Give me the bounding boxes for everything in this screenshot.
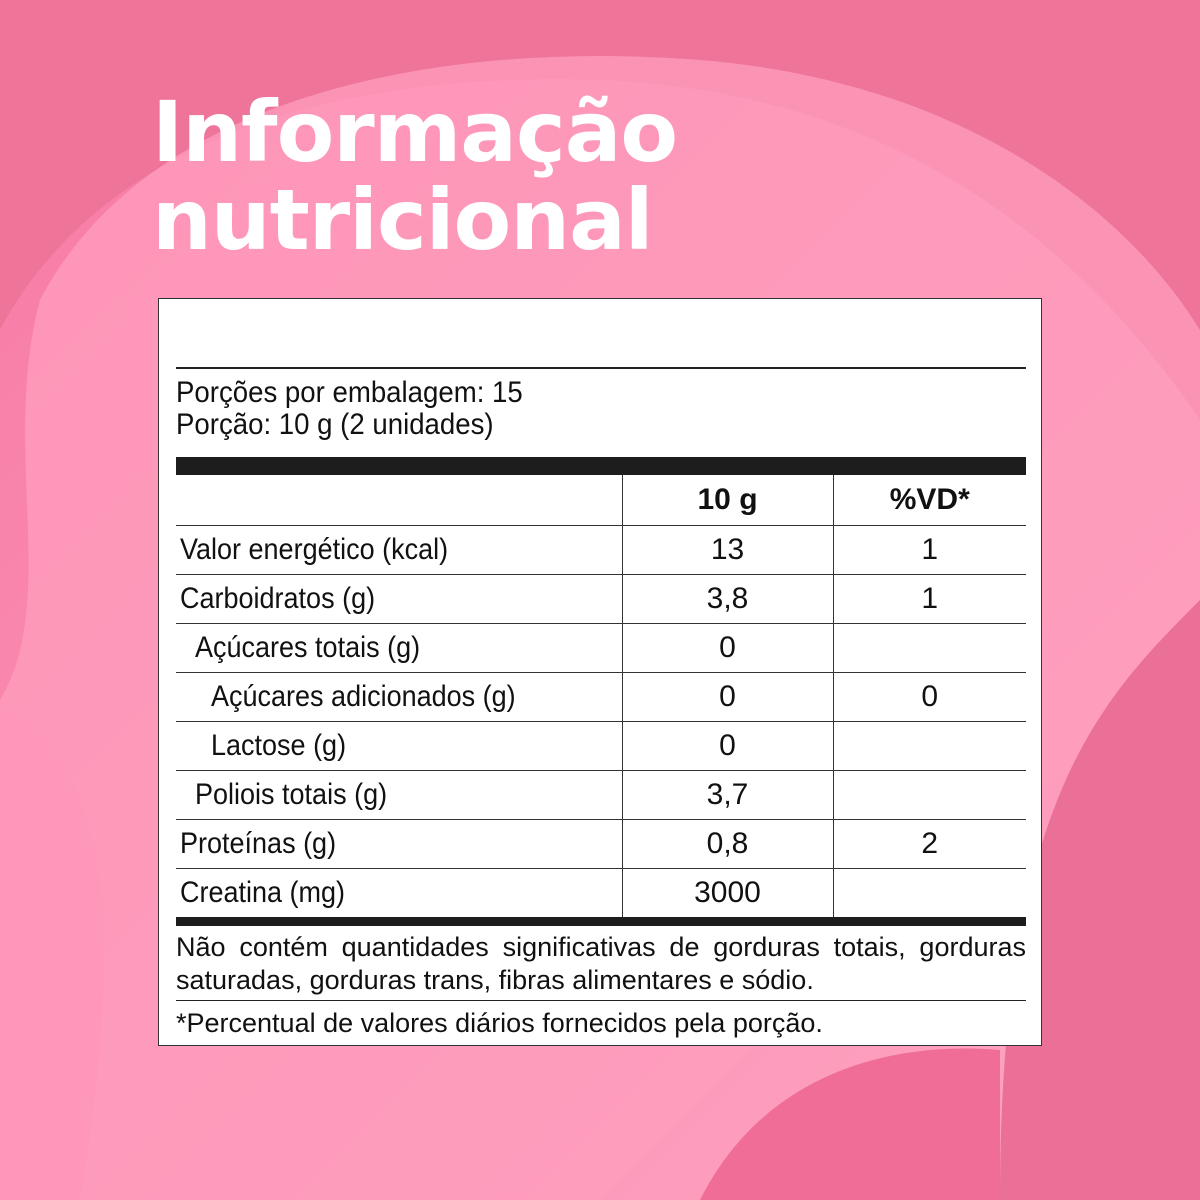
nutrient-label: Açúcares adicionados (g)	[176, 672, 622, 722]
nutrient-dv: 1	[832, 574, 1026, 624]
nutrient-label: Carboidratos (g)	[176, 574, 622, 624]
table-row: Açúcares adicionados (g) 0 0	[176, 672, 1026, 722]
table-row: Lactose (g) 0	[176, 721, 1026, 771]
header-dv: %VD*	[832, 475, 1026, 526]
table-row: Proteínas (g) 0,8 2	[176, 819, 1026, 869]
nutrient-dv: 2	[832, 819, 1026, 869]
title-line-2: nutricional	[152, 171, 654, 269]
nutrient-amount: 3000	[621, 868, 833, 917]
nutrition-facts-table: Porções por embalagem: 15 Porção: 10 g (…	[158, 298, 1042, 1046]
nutrient-dv	[832, 868, 1026, 917]
nutrient-label: Valor energético (kcal)	[176, 525, 622, 575]
table-row: Carboidratos (g) 3,8 1	[176, 574, 1026, 624]
nutrient-table: 10 g %VD* Valor energético (kcal) 13 1 Carb…	[176, 475, 1026, 917]
note: Não contém quantidades significativas de…	[176, 931, 1026, 997]
nutrient-amount: 13	[621, 525, 833, 575]
nutrient-dv	[832, 721, 1026, 771]
servings-per-package: Porções por embalagem: 15	[176, 376, 523, 409]
nutrient-amount: 0	[621, 672, 833, 722]
footnote: *Percentual de valores diários fornecido…	[176, 1007, 1026, 1040]
nutrient-dv: 1	[832, 525, 1026, 575]
footnote-text: *Percentual de valores diários fornecido…	[176, 1008, 823, 1038]
nutrient-dv	[832, 623, 1026, 673]
nutrient-amount: 0	[621, 623, 833, 673]
table-row: Valor energético (kcal) 13 1	[176, 525, 1026, 575]
nutrient-amount: 0	[621, 721, 833, 771]
serving-size: Porção: 10 g (2 unidades)	[176, 408, 494, 441]
nutrient-label: Proteínas (g)	[176, 819, 622, 869]
nutrient-label: Poliois totais (g)	[176, 770, 622, 820]
header-amount: 10 g	[621, 475, 833, 526]
top-rule	[176, 367, 1026, 369]
thick-bar-bottom	[176, 917, 1026, 926]
nutrient-dv: 0	[832, 672, 1026, 722]
table-row: Creatina (mg) 3000	[176, 868, 1026, 917]
page-title: Informação nutricional	[152, 88, 678, 264]
nutrient-label: Açúcares totais (g)	[176, 623, 622, 673]
nutrient-amount: 3,8	[621, 574, 833, 624]
nutrient-amount: 3,7	[621, 770, 833, 820]
note-text: Não contém quantidades significativas de…	[176, 932, 1026, 995]
nutrient-label: Creatina (mg)	[180, 876, 346, 909]
nutrient-label: Lactose (g)	[176, 721, 622, 771]
table-row: Poliois totais (g) 3,7	[176, 770, 1026, 820]
serving-info: Porções por embalagem: 15 Porção: 10 g (…	[176, 377, 958, 441]
table-row: Açúcares totais (g) 0	[176, 623, 1026, 673]
nutrient-dv	[832, 770, 1026, 820]
header-row: 10 g %VD*	[176, 475, 1026, 526]
header-label	[176, 475, 622, 526]
footnote-rule	[176, 1000, 1026, 1001]
nutrient-amount: 0,8	[621, 819, 833, 869]
title-line-1: Informação	[152, 83, 678, 181]
thick-bar-top	[176, 457, 1026, 475]
